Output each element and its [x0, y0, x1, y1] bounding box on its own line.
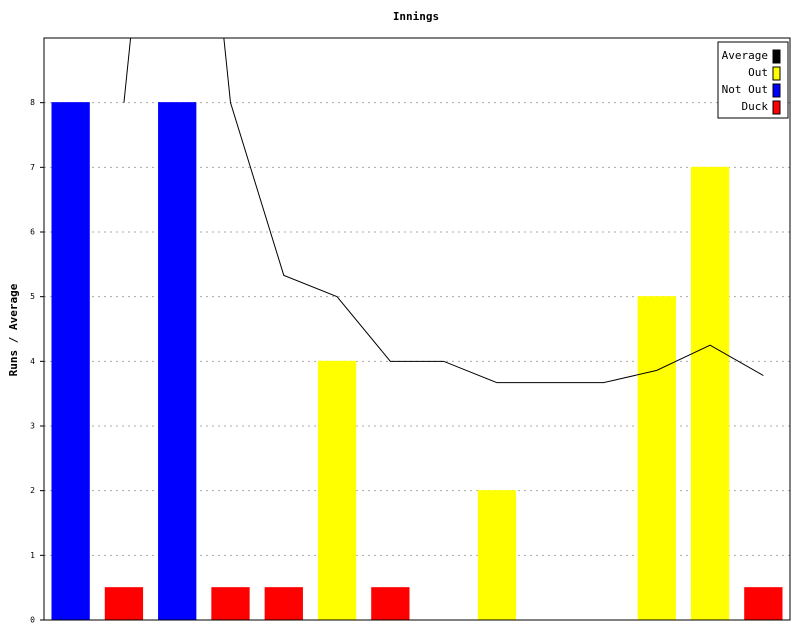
- y-tick-label: 3: [30, 422, 35, 431]
- y-tick-label: 2: [30, 486, 35, 495]
- legend-swatch: [772, 49, 781, 64]
- legend: Average Out Not Out Duck: [717, 41, 789, 119]
- bar: [371, 587, 410, 620]
- bar: [264, 587, 303, 620]
- plot-frame: [43, 37, 791, 621]
- y-tick-label: 5: [30, 292, 35, 301]
- y-tick-label: 4: [30, 357, 35, 366]
- bar: [158, 102, 197, 620]
- y-axis-label: Runs / Average: [7, 283, 20, 376]
- chart-title: Innings: [393, 10, 439, 23]
- bar: [104, 587, 144, 620]
- y-tick-label: 7: [30, 163, 35, 172]
- plot-area: [51, 38, 783, 620]
- bar: [477, 490, 517, 620]
- y-tick-label: 6: [30, 228, 35, 237]
- legend-label: Not Out: [722, 83, 768, 96]
- legend-label: Average: [722, 49, 768, 62]
- bar: [211, 587, 250, 620]
- bar: [51, 102, 90, 620]
- bar: [744, 587, 783, 620]
- legend-swatch: [772, 100, 781, 115]
- average-line: [123, 38, 764, 384]
- bar: [690, 166, 730, 620]
- y-tick-label: 1: [30, 551, 35, 560]
- bar: [317, 360, 357, 620]
- legend-label: Out: [748, 66, 768, 79]
- bar: [637, 296, 676, 620]
- legend-swatch: [772, 66, 781, 81]
- y-tick-label: 8: [30, 98, 35, 107]
- legend-swatch: [772, 83, 781, 98]
- y-tick-label: 0: [30, 616, 35, 625]
- legend-label: Duck: [742, 100, 769, 113]
